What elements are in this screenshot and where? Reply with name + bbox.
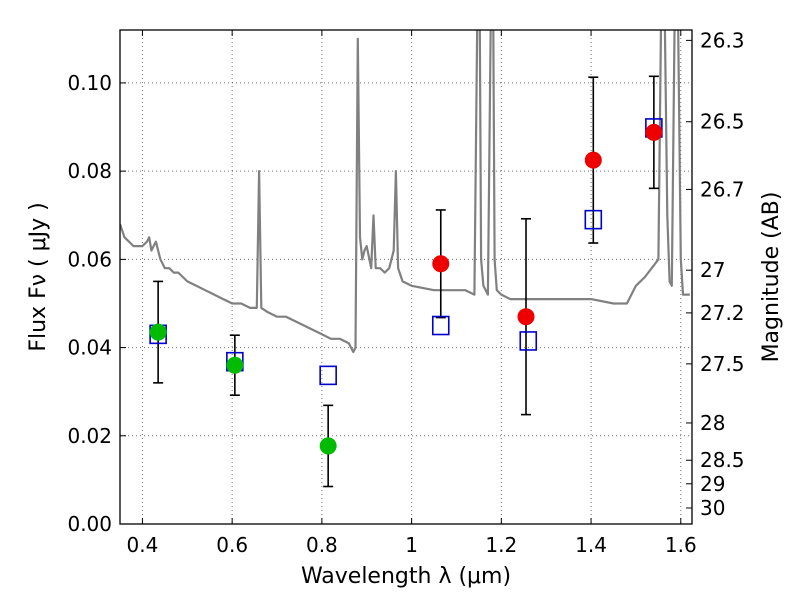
- data-point: [432, 255, 450, 273]
- model-square-marker: [584, 209, 603, 230]
- spectrum-layer: [120, 30, 690, 354]
- right-tick-label: 30: [700, 496, 725, 520]
- x-tick-label: 0.8: [306, 533, 338, 557]
- right-tick-label: 27.5: [700, 352, 745, 376]
- y-axis-label: Flux Fν ( μJy ): [26, 202, 51, 351]
- spectrum-line: [120, 30, 690, 354]
- data-point: [517, 308, 535, 326]
- data-point: [645, 123, 663, 141]
- y-tick-label: 0.06: [67, 247, 112, 271]
- model-square-marker: [519, 331, 538, 351]
- right-tick-label: 27: [700, 258, 725, 282]
- x-tick-label: 1: [405, 533, 418, 557]
- right-tick-label: 29: [700, 472, 725, 496]
- y-tick-label: 0.10: [67, 71, 112, 95]
- right-tick-label: 26.3: [700, 28, 745, 52]
- x-axis-label: Wavelength λ (μm): [301, 564, 511, 589]
- right-axis-label: Magnitude (AB): [759, 192, 784, 363]
- grid: [120, 30, 692, 525]
- y-tick-label: 0.08: [67, 159, 112, 183]
- data-point: [226, 356, 244, 374]
- right-tick-label: 26.7: [700, 177, 745, 201]
- right-tick-label: 28.5: [700, 448, 745, 472]
- y-tick-label: 0.00: [67, 512, 112, 536]
- model-square-marker: [319, 365, 337, 386]
- x-tick-label: 0.4: [127, 533, 159, 557]
- right-tick-label: 27.2: [700, 301, 745, 325]
- data-point: [319, 437, 337, 455]
- model-square-marker: [431, 315, 450, 336]
- y-tick-label: 0.04: [67, 336, 112, 360]
- x-tick-label: 1.6: [665, 533, 697, 557]
- y-tick-label: 0.02: [67, 424, 112, 448]
- x-tick-label: 1.4: [575, 533, 607, 557]
- error-bars: [153, 75, 659, 488]
- right-tick-label: 28: [700, 411, 725, 435]
- plot-frame: [119, 29, 693, 525]
- x-tick-label: 0.6: [216, 533, 248, 557]
- right-tick-label: 26.5: [700, 110, 745, 134]
- x-tick-label: 1.2: [485, 533, 517, 557]
- data-point: [149, 323, 167, 341]
- axis-ticks: 0.4 0.6 0.8 1 1.2 1.4 1.6 0.00 0.02 0.04 0.06 0.08 0…: [67, 28, 744, 557]
- data-point: [584, 151, 602, 169]
- data-points: [149, 123, 663, 455]
